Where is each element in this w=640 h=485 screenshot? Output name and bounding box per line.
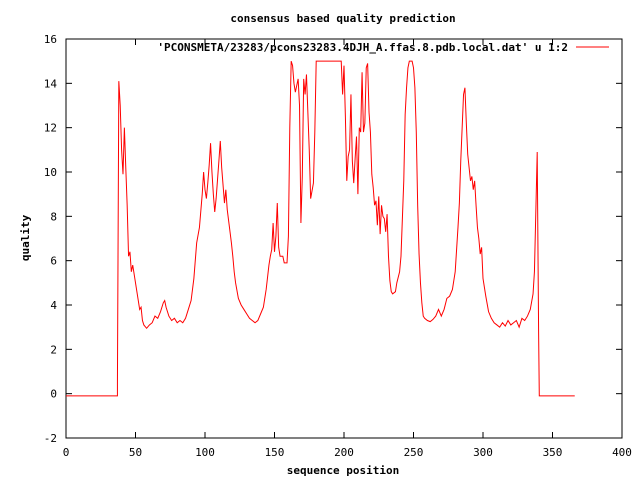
y-tick-label: 14 [44,77,58,90]
legend: 'PCONSMETA/23283/pcons23283.4DJH_A.ffas.… [157,41,609,54]
x-tick-label: 300 [473,446,493,459]
y-tick-label: 2 [50,343,57,356]
series-group [66,60,575,397]
y-tick-label: 12 [44,122,57,135]
y-tick-label: 16 [44,33,57,46]
y-tick-label: 8 [50,210,57,223]
x-tick-label: 100 [195,446,215,459]
x-tick-label: 50 [129,446,142,459]
x-tick-label: 150 [265,446,285,459]
y-tick-label: 6 [50,255,57,268]
x-tick-label: 200 [334,446,354,459]
x-axis-label: sequence position [287,464,400,477]
x-tick-label: 400 [612,446,632,459]
x-tick-label: 350 [543,446,563,459]
chart-title: consensus based quality prediction [230,12,455,25]
y-axis-label: quality [19,214,32,261]
legend-label: 'PCONSMETA/23283/pcons23283.4DJH_A.ffas.… [157,41,568,54]
y-tick-label: 4 [50,299,57,312]
y-tick-label: -2 [44,432,57,445]
y-tick-label: 0 [50,388,57,401]
x-tick-label: 0 [63,446,70,459]
y-tick-label: 10 [44,166,57,179]
x-tick-label: 250 [404,446,424,459]
series-line [66,60,575,397]
axis-ticks: 0 50 100 150 200 250 300 350 400 -2 0 2 4 6 8 10 12 14 16 [44,33,632,459]
